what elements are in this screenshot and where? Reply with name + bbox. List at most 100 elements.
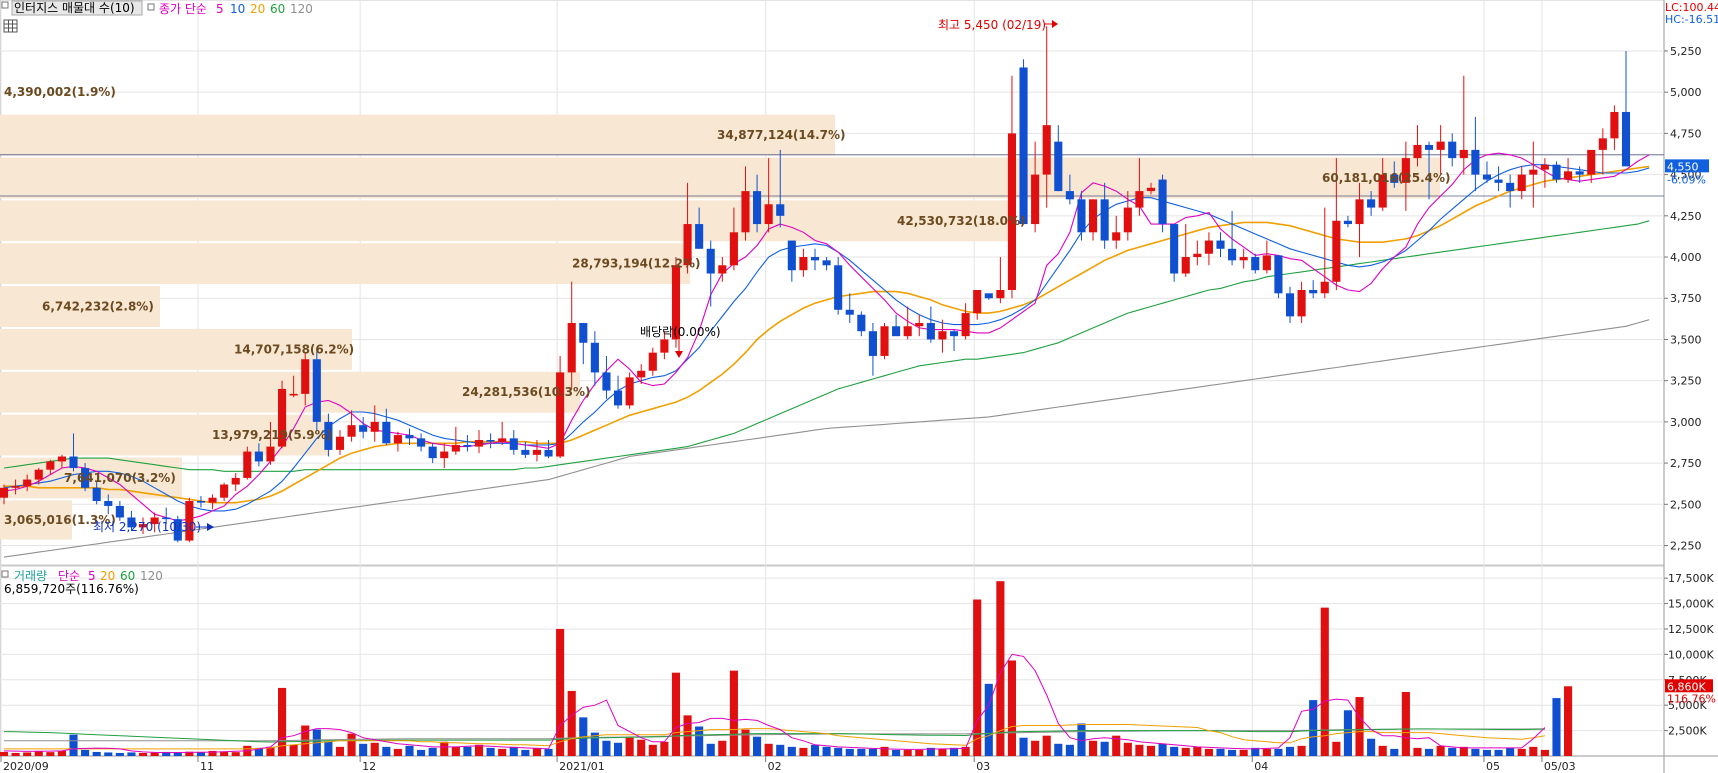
ma-legend-10: 10 [230,2,245,16]
volume-bar [625,737,634,756]
volume-profile-label: 4,390,002(1.9%) [4,85,116,99]
candle-body [718,265,727,274]
current-volume-pct: 116.76% [1667,692,1716,705]
candle-body [1378,174,1387,208]
candle-body [857,314,866,332]
volume-bar [1077,723,1086,756]
price-tick-label: 5,000 [1670,86,1702,99]
candle-body [1146,187,1156,192]
candle-body [382,421,391,444]
candle-body [57,456,66,462]
candle-body [579,322,588,343]
volume-tick-label: 5,000K [1668,699,1707,712]
candle-body [695,224,704,249]
volume-bar [741,729,750,756]
candle-body [254,451,263,462]
volume-bar [1413,747,1422,756]
candle-body [1054,141,1063,192]
volume-bar [1193,746,1202,756]
volume-bar [532,747,541,756]
price-legend: 인터지스 매물대 수(10) 종가 단순 5 10 20 60 120 [1,0,313,33]
current-price: 4,550 [1667,160,1699,173]
volume-bar [706,743,715,756]
table-icon[interactable] [3,19,18,33]
volume-bar [1123,742,1132,756]
volume-bar [1564,686,1573,756]
volume-bar [567,690,576,756]
candle-body [1448,141,1457,159]
volume-profile-label: 14,707,158(6.2%) [234,342,354,356]
volume-bar [266,746,275,756]
volume-toggle-icon[interactable] [1,570,9,578]
candle-body [301,359,310,394]
volume-bar [556,628,565,756]
volume-bar [1274,748,1283,756]
volume-bar [69,734,78,756]
price-tick-label: 4,000 [1670,251,1702,264]
ma120-line [3,319,1650,558]
date-tick-label: 12 [362,760,376,773]
volume-profile-label: 60,181,016(25.4%) [1322,171,1451,185]
volume-bar [892,749,901,756]
candle-body [1204,240,1213,254]
volume-bar [1517,748,1526,756]
volume-tick-label: 2,500K [1668,725,1707,738]
volume-bar [150,752,159,756]
candle-body [613,390,623,406]
candle-body [1506,182,1515,192]
candle-body [1424,144,1434,150]
low-price-arrow-head [207,523,214,531]
volume-bar [602,740,611,756]
volume-bar [498,748,507,756]
candle-body [949,331,959,337]
volume-bar [1158,743,1167,756]
candle-body [1598,138,1607,150]
candle-body [1065,191,1074,200]
volume-bar [1355,697,1364,756]
volume-bar [220,751,229,756]
candle-body [1251,257,1260,271]
volume-bar [695,726,704,756]
candle-body [115,505,124,518]
candle-body [810,257,820,261]
legend-toggle-icon[interactable] [1,1,9,9]
candle-body [474,440,484,447]
date-tick-label: 2020/09 [3,760,49,773]
candle-body [1390,174,1399,183]
ma-legend-20: 20 [250,2,265,16]
volume-profile-bar [0,286,160,327]
current-volume-box [1665,679,1713,693]
volume-profile-bar [0,114,835,156]
candle-body [706,248,715,274]
ma-toggle-icon[interactable] [147,3,155,11]
volume-panel[interactable] [0,565,1665,757]
ma-legend-60: 60 [270,2,285,16]
volume-bar [753,736,762,756]
candle-body [1100,199,1109,241]
volume-bar [1367,738,1376,756]
candle-body [440,451,449,459]
volume-tick-label: 17,500K [1668,572,1714,585]
volume-bar [671,672,681,756]
candle-body [81,468,90,488]
volume-bar [1170,746,1179,756]
volume-bar [1228,749,1237,756]
volume-bar [347,733,356,756]
volume-bar [1204,748,1213,756]
volume-bar [289,744,298,756]
candle-body [185,501,194,541]
candle-body [266,446,275,462]
volume-bar [660,741,669,756]
indicator-title-box[interactable] [11,0,143,16]
candle-body [11,486,20,488]
candle-body [787,240,796,271]
current-volume: 6,860K [1667,680,1706,693]
candle-body [405,435,414,439]
volume-bar [1239,749,1248,756]
volume-bar [984,683,993,756]
ma-legend-120: 120 [290,2,313,16]
volume-bar [810,744,820,756]
candle-body [799,257,808,271]
volume-bar [1262,748,1271,756]
